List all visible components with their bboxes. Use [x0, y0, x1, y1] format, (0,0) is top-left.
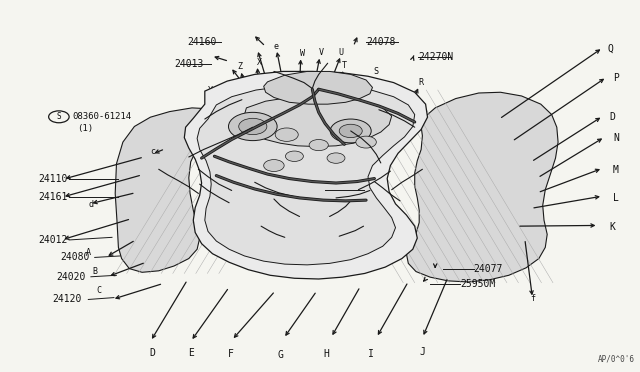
Text: Z: Z	[237, 62, 243, 71]
Text: M: M	[613, 165, 619, 175]
Text: X: X	[257, 58, 262, 67]
Text: c: c	[150, 147, 155, 156]
Circle shape	[285, 151, 303, 161]
Text: D: D	[149, 349, 156, 358]
Text: 24080: 24080	[61, 253, 90, 262]
Text: Q: Q	[608, 44, 614, 53]
Text: 24110: 24110	[38, 174, 68, 184]
Text: T: T	[342, 61, 347, 70]
Text: C: C	[97, 286, 102, 295]
Text: 24120: 24120	[52, 295, 82, 304]
Text: H: H	[323, 349, 330, 359]
Text: R: R	[419, 78, 424, 87]
Text: f: f	[530, 294, 535, 303]
Text: 24013: 24013	[174, 59, 204, 69]
Text: Y: Y	[207, 86, 212, 94]
Circle shape	[327, 153, 345, 163]
Text: d: d	[88, 200, 93, 209]
Polygon shape	[243, 97, 392, 147]
Circle shape	[309, 140, 328, 151]
Text: G: G	[277, 350, 284, 360]
Text: 24077: 24077	[474, 264, 503, 273]
Text: S: S	[374, 67, 379, 76]
Text: (1): (1)	[77, 124, 93, 133]
Circle shape	[228, 112, 277, 141]
Text: N: N	[613, 134, 619, 143]
Text: P: P	[613, 73, 619, 83]
Text: V: V	[319, 48, 324, 57]
Polygon shape	[115, 108, 223, 272]
Text: b: b	[193, 126, 198, 135]
Circle shape	[330, 119, 371, 143]
Polygon shape	[264, 71, 372, 104]
Circle shape	[264, 160, 284, 171]
Text: E: E	[188, 349, 194, 358]
Text: 24161: 24161	[38, 192, 68, 202]
Text: e: e	[274, 42, 279, 51]
Text: 24160: 24160	[187, 37, 216, 46]
Circle shape	[275, 128, 298, 141]
Text: 25950M: 25950M	[461, 279, 496, 289]
Text: F: F	[227, 349, 234, 359]
Circle shape	[356, 136, 376, 148]
Text: AP/0^0'6: AP/0^0'6	[598, 355, 635, 364]
Text: a: a	[230, 107, 235, 116]
Text: 08360-61214: 08360-61214	[72, 112, 131, 121]
Text: 24078: 24078	[366, 38, 396, 47]
Text: D: D	[609, 112, 615, 122]
Polygon shape	[406, 92, 558, 282]
Text: 24020: 24020	[56, 272, 86, 282]
Text: 24270N: 24270N	[418, 52, 453, 61]
Text: S: S	[56, 112, 61, 121]
Circle shape	[239, 118, 267, 135]
Text: U: U	[339, 48, 344, 57]
Circle shape	[339, 124, 362, 138]
Polygon shape	[197, 86, 415, 265]
Text: L: L	[613, 193, 619, 203]
Text: A: A	[86, 248, 91, 257]
Text: B: B	[92, 267, 97, 276]
Text: I: I	[368, 349, 374, 359]
Text: 24012: 24012	[38, 235, 68, 245]
Text: K: K	[609, 222, 615, 232]
Text: W: W	[300, 49, 305, 58]
Polygon shape	[184, 71, 428, 279]
Text: 24271: 24271	[342, 185, 372, 195]
Text: J: J	[419, 347, 426, 357]
